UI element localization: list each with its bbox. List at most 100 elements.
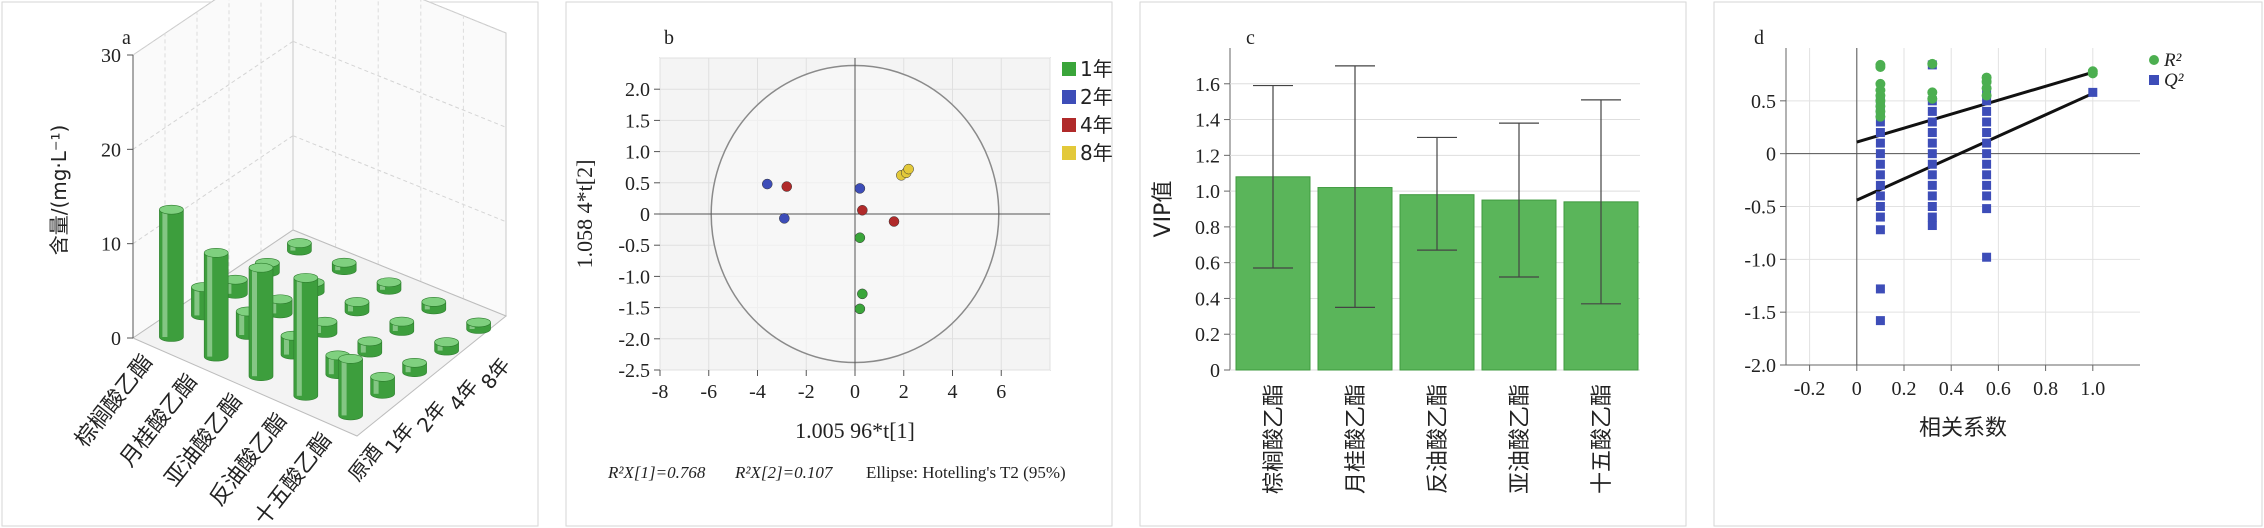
point-Q2 xyxy=(1982,191,1992,201)
point-Q2 xyxy=(1982,117,1992,127)
point-Q2 xyxy=(1982,252,1992,262)
cylinder-highlight xyxy=(405,362,411,373)
category-label: 棕榈酸乙酯 xyxy=(1262,384,1287,494)
point-Q2 xyxy=(1982,204,1992,214)
cylinder-top xyxy=(331,257,357,268)
x-tick-label: 0.4 xyxy=(1939,378,1964,400)
x-axis-label: 相关系数 xyxy=(1919,416,2007,441)
cylinder-highlight xyxy=(341,358,347,416)
year-label: 原酒 xyxy=(343,440,387,486)
z-tick-label: 0 xyxy=(111,328,121,350)
point-Q2 xyxy=(1927,221,1937,231)
point-Q2 xyxy=(1875,284,1885,294)
legend-swatch-4年 xyxy=(1062,118,1076,132)
regression-line-R² xyxy=(1856,70,2094,144)
legend-label: 8年 xyxy=(1080,141,1113,165)
point-Q2 xyxy=(1927,159,1937,169)
cylinder-highlight xyxy=(328,355,334,375)
point-Q2 xyxy=(1982,149,1992,159)
bar-原酒-月桂酸乙酯 xyxy=(203,248,229,362)
y-tick-label: -1.0 xyxy=(1744,249,1776,271)
y-tick-label: 0.6 xyxy=(1195,253,1220,275)
cylinder-top xyxy=(357,336,383,347)
bar-2年-月桂酸乙酯 xyxy=(267,294,293,319)
point-Q2 xyxy=(1875,170,1885,180)
legend-swatch-1年 xyxy=(1062,62,1076,76)
point-Q2 xyxy=(1927,180,1937,190)
y-tick-label: -1.5 xyxy=(1744,302,1776,324)
z-tick-label: 20 xyxy=(101,139,121,161)
panel-letter-c: c xyxy=(1246,27,1255,49)
point-Q2 xyxy=(1875,149,1885,159)
cylinder-highlight xyxy=(392,321,398,331)
point-Q2 xyxy=(1927,212,1937,222)
bar-2年-亚油酸乙酯 xyxy=(312,316,338,338)
cylinder-highlight xyxy=(239,311,245,335)
legend-swatch-8年 xyxy=(1062,146,1076,160)
category-label: 月桂酸乙酯 xyxy=(1344,384,1369,494)
point-Q2 xyxy=(1927,128,1937,138)
panel-d: d -0.2 0 0.2 0.4 0.6 0.8 1.0 0.5 0 -0.5 -1.0 -1.5 -2.… xyxy=(1713,1,2263,527)
x-tick-label: 2 xyxy=(899,381,909,403)
point-1年 xyxy=(854,232,866,243)
wall-gridline xyxy=(292,135,507,223)
y-tick-label: 0.2 xyxy=(1195,324,1220,346)
point-R2 xyxy=(1927,58,1938,69)
legend-label: R² xyxy=(2163,50,2182,71)
y-tick-label: 1.5 xyxy=(625,110,650,132)
legend-label: 4年 xyxy=(1080,113,1113,137)
bar-4年-十五酸乙酯 xyxy=(434,337,459,356)
point-2年 xyxy=(762,178,773,190)
cylinder-top xyxy=(248,262,274,273)
cylinder-highlight xyxy=(348,301,353,312)
bar-4年-亚油酸乙酯 xyxy=(344,297,370,317)
point-R2 xyxy=(1875,62,1886,73)
point-Q2 xyxy=(1927,117,1937,127)
wall-gridline xyxy=(422,0,507,34)
panel-d-frame xyxy=(1713,1,2263,527)
y-axis-label: 1.058 4*t[2] xyxy=(572,160,597,269)
category-label: 十五酸乙酯 xyxy=(1590,384,1615,494)
bar-8年-月桂酸乙酯 xyxy=(331,257,357,275)
point-Q2 xyxy=(1982,128,1992,138)
y-tick-label: -2.0 xyxy=(1744,355,1776,377)
y-tick-label: -0.5 xyxy=(618,235,650,257)
x-axis-label: 1.005 96*t[1] xyxy=(795,418,915,443)
x-tick-label: -8 xyxy=(652,381,669,403)
bar-8年-亚油酸乙酯 xyxy=(376,277,402,295)
cylinder-top xyxy=(421,297,447,307)
cylinder-highlight xyxy=(271,299,277,314)
y-tick-label: 0.4 xyxy=(1195,288,1220,310)
point-Q2 xyxy=(1875,225,1885,235)
y-tick-label: 2.0 xyxy=(625,79,650,101)
panel-c-frame xyxy=(1139,1,1687,527)
cylinder-highlight xyxy=(226,279,232,294)
footer-ellipse: Ellipse: Hotelling's T2 (95%) xyxy=(866,463,1066,482)
cylinder-top xyxy=(203,248,229,258)
bar-8年-棕榈酸乙酯 xyxy=(287,238,312,256)
wall-gridline xyxy=(292,40,507,128)
bar-2年-反油酸乙酯 xyxy=(357,336,383,358)
year-label: 8年 xyxy=(476,353,515,394)
bar-4年-反油酸乙酯 xyxy=(389,316,415,336)
x-tick-label: 0.2 xyxy=(1892,378,1917,400)
point-R2 xyxy=(1981,83,1992,94)
point-4年 xyxy=(857,205,868,216)
footer-r2x1: R²X[1]=0.768 xyxy=(607,463,706,482)
cylinder-top xyxy=(370,372,395,382)
cylinder-highlight xyxy=(162,209,168,337)
cylinder-highlight xyxy=(316,321,321,333)
x-tick-label: 6 xyxy=(996,381,1006,403)
point-R2 xyxy=(1981,90,1992,101)
y-tick-label: 0.8 xyxy=(1195,217,1220,239)
point-8年 xyxy=(903,163,914,175)
panel-a: a0102030含量/(mg·L⁻¹)棕榈酸乙酯月桂酸乙酯亚油酸乙酯反油酸乙酯十… xyxy=(1,0,539,528)
panel-b-frame xyxy=(565,1,1113,527)
y-tick-label: -2.0 xyxy=(618,329,650,351)
y-tick-label: 1.0 xyxy=(625,142,650,164)
x-tick-label: 0.8 xyxy=(2033,378,2058,400)
y-tick-label: 0 xyxy=(640,204,650,226)
category-label: 反油酸乙酯 xyxy=(1426,384,1451,494)
panel-letter-d: d xyxy=(1754,27,1764,49)
